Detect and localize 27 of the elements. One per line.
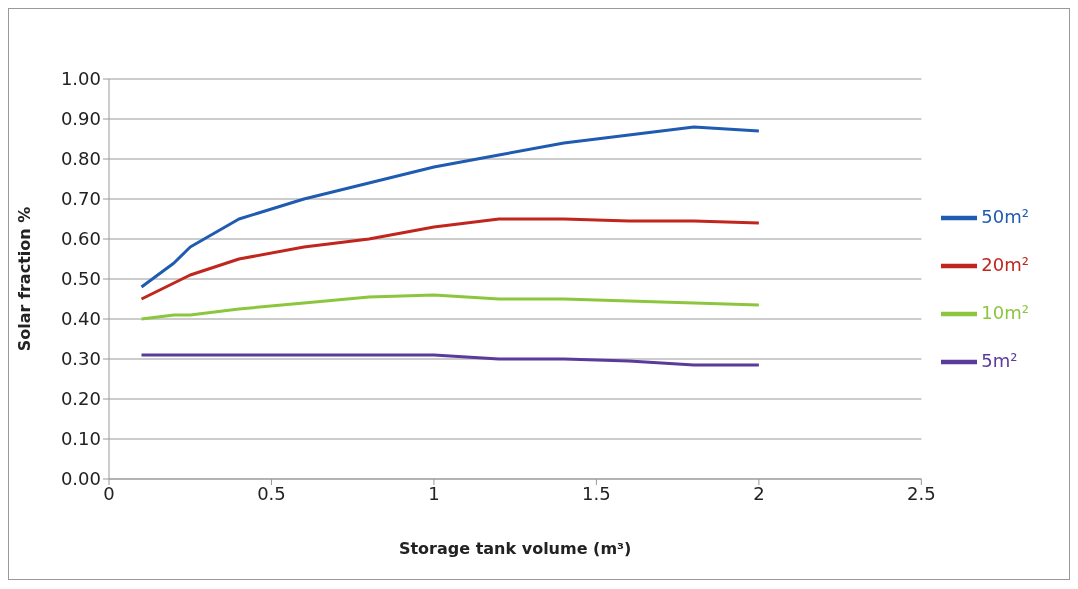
line-series: [139, 125, 761, 289]
x-tick-label: 0.5: [257, 482, 286, 504]
x-tick-label: 0: [103, 482, 115, 504]
legend-label: 5m²: [981, 350, 1018, 371]
x-tick-label: 1: [428, 482, 440, 504]
legend-label: 20m²: [981, 254, 1029, 275]
legend-label: 50m²: [981, 206, 1029, 227]
y-tick-label: 0.30: [60, 348, 101, 370]
x-tick-label: 2: [753, 482, 765, 504]
y-tick-label: 0.70: [60, 188, 101, 210]
line-series: [139, 217, 761, 301]
y-tick-label: 0.50: [60, 268, 101, 290]
y-axis-title: Solar fraction %: [14, 206, 34, 352]
y-tick-label: 0.60: [60, 228, 101, 250]
y-tick-label: 0.00: [60, 468, 101, 490]
line-series: [139, 353, 761, 367]
y-tick-label: 0.10: [60, 428, 101, 450]
legend-label: 10m²: [981, 302, 1029, 323]
y-tick-label: 0.20: [60, 388, 101, 410]
x-tick-label: 1.5: [582, 482, 611, 504]
x-axis-title: Storage tank volume (m³): [398, 539, 632, 558]
y-tick-label: 0.90: [60, 108, 101, 130]
line-series: [139, 293, 761, 321]
y-tick-label: 0.40: [60, 308, 101, 330]
y-tick-label: 1.00: [60, 68, 101, 90]
y-tick-label: 0.80: [60, 148, 101, 170]
x-tick-label: 2.5: [907, 482, 936, 504]
